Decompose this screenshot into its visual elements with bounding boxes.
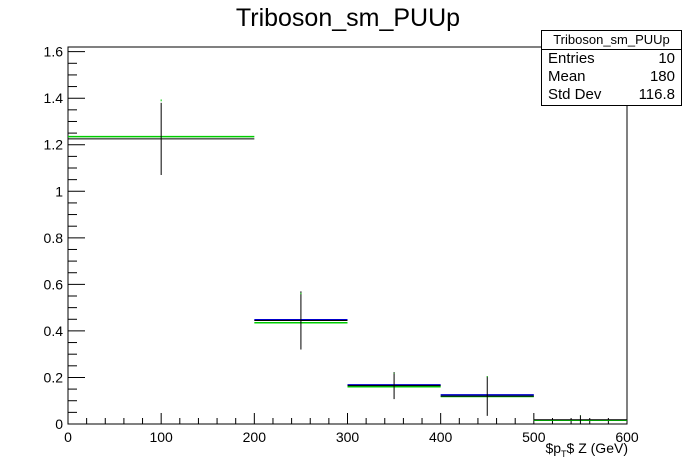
x-tick-label: 400 — [429, 429, 453, 445]
stats-label: Mean — [548, 68, 586, 85]
x-axis-label: $pT$ Z (GeV) — [545, 440, 628, 459]
stats-box: Triboson_sm_PUUp Entries 10 Mean 180 Std… — [541, 30, 682, 106]
y-tick-label: 0.4 — [44, 323, 64, 339]
chart-title: Triboson_sm_PUUp — [235, 4, 461, 32]
stats-label: Std Dev — [548, 86, 602, 103]
axes: 0 100 200 300 400 500 600 0 0.2 0.4 0.6 0.8 1 1.2 1.4 1… — [44, 44, 639, 445]
x-tick-label: 300 — [336, 429, 360, 445]
y-tick-label: 1.2 — [44, 137, 64, 153]
y-tick-label: 1 — [55, 183, 63, 199]
stats-row-mean: Mean 180 — [542, 68, 681, 86]
stats-row-stddev: Std Dev 116.8 — [542, 86, 681, 104]
x-tick-label: 0 — [64, 429, 72, 445]
stats-label: Entries — [548, 50, 595, 67]
y-tick-label: 0 — [55, 416, 63, 432]
stats-value: 180 — [649, 68, 675, 85]
x-tick-label: 200 — [243, 429, 267, 445]
stats-row-entries: Entries 10 — [542, 50, 681, 68]
y-tick-label: 1.4 — [44, 90, 64, 106]
data-marks — [68, 99, 627, 424]
x-axis-label-text: $pT$ Z (GeV) — [545, 440, 628, 459]
stats-value: 116.8 — [638, 86, 675, 103]
y-tick-label: 0.2 — [44, 369, 64, 385]
y-tick-label: 1.6 — [44, 44, 64, 60]
x-tick-label: 100 — [149, 429, 173, 445]
stats-box-title: Triboson_sm_PUUp — [542, 31, 681, 50]
y-tick-label: 0.8 — [44, 230, 64, 246]
x-tick-label: 500 — [522, 429, 546, 445]
y-tick-label: 0.6 — [44, 276, 64, 292]
x-tick-label: 600 — [615, 429, 639, 445]
stats-value: 10 — [658, 50, 675, 67]
